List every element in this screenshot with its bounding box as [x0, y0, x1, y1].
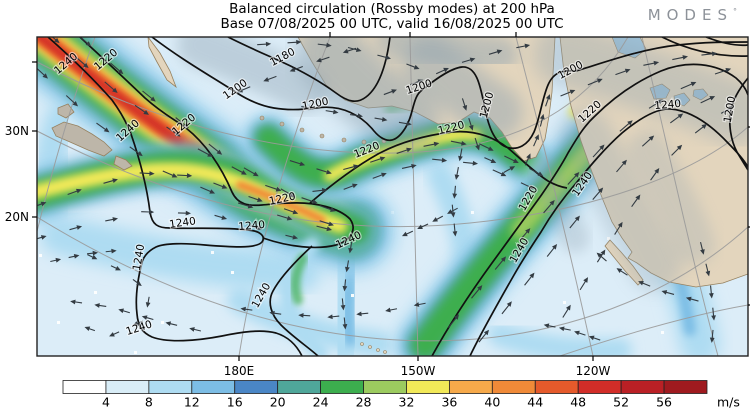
japan-islands — [51, 121, 113, 157]
aleutian-island — [319, 133, 325, 139]
colorbar-cell — [448, 380, 493, 394]
colorbar-cell — [277, 380, 321, 394]
japan-islands — [57, 103, 75, 119]
lon-tick-label: 150W — [401, 364, 436, 378]
colorbar-cell — [406, 380, 450, 394]
modes-logo: MODES° — [647, 6, 737, 24]
aleutian-island — [341, 137, 347, 143]
wind-arrows — [37, 37, 735, 343]
lat-tick-label: 30N — [5, 124, 29, 138]
colorbar-cell — [620, 380, 665, 394]
colorbar-tick-label: 44 — [527, 395, 543, 408]
logo-mark: ° — [733, 7, 737, 16]
colorbar-cell — [534, 380, 579, 394]
contour-label: 1240 — [654, 98, 682, 112]
colorbar-tick-label: 36 — [441, 395, 457, 408]
japan-islands — [113, 155, 133, 171]
map-frame — [36, 36, 749, 357]
colorbar-tick-label: 28 — [356, 395, 372, 408]
colorbar-tick-label: 4 — [102, 395, 110, 408]
height-contours — [47, 37, 748, 356]
aleutian-island — [279, 121, 285, 127]
contour-label: 1240 — [238, 219, 266, 233]
colorbar-tick-label: 56 — [656, 395, 672, 408]
colorbar-cell — [577, 380, 622, 394]
graticule — [37, 37, 748, 356]
lat-tick-label: 20N — [5, 210, 29, 224]
aleutian-island — [299, 127, 305, 133]
title-line-1: Balanced circulation (Rossby modes) at 2… — [229, 1, 555, 17]
colorbar-tick-label: 48 — [570, 395, 586, 408]
colorbar-cell — [663, 380, 708, 394]
map-layers: 1180120012001200120012001200122012201220… — [37, 37, 748, 356]
colorbar: 4 8 12 16 20 24 28 32 36 40 44 48 52 56 m/s — [62, 380, 740, 408]
colorbar-tick-label: 16 — [227, 395, 243, 408]
chart-title: Balanced circulation (Rossby modes) at 2… — [34, 2, 750, 32]
title-line-2: Base 07/08/2025 00 UTC, valid 16/08/2025… — [220, 16, 564, 32]
hawaii-island — [360, 342, 364, 346]
colorbar-cell — [363, 380, 407, 394]
cloud-gray-overlay — [177, 37, 748, 292]
aleutian-island — [259, 115, 265, 121]
colorbar-unit-label: m/s — [717, 395, 740, 408]
contour-label: 1240 — [131, 243, 147, 271]
colorbar-tick-label: 20 — [270, 395, 286, 408]
kamchatka — [147, 37, 177, 89]
map-axes: 180E 150W 120W 30N 20N — [5, 32, 750, 378]
colorbar-cell — [320, 380, 364, 394]
colorbar-tick-label: 32 — [399, 395, 415, 408]
colorbar-tick-label: 52 — [613, 395, 629, 408]
colorbar-cell — [105, 380, 150, 394]
colorbar-cell — [62, 380, 107, 394]
colorbar-tick-label: 24 — [313, 395, 329, 408]
aleutian-island — [361, 139, 367, 145]
hawaii-island — [376, 348, 380, 352]
contour-label: 1240 — [169, 215, 197, 231]
colorbar-cell — [491, 380, 536, 394]
hawaii-island — [368, 345, 372, 349]
colorbar-tick-label: 40 — [484, 395, 500, 408]
lon-tick-label: 120W — [576, 364, 611, 378]
colorbar-cell — [148, 380, 193, 394]
colorbar-cell — [234, 380, 279, 394]
lon-tick-label: 180E — [224, 364, 255, 378]
colorbar-cell — [191, 380, 236, 394]
colorbar-tick-label: 12 — [184, 395, 200, 408]
hawaii-island — [383, 350, 387, 354]
colorbar-tick-label: 8 — [145, 395, 153, 408]
